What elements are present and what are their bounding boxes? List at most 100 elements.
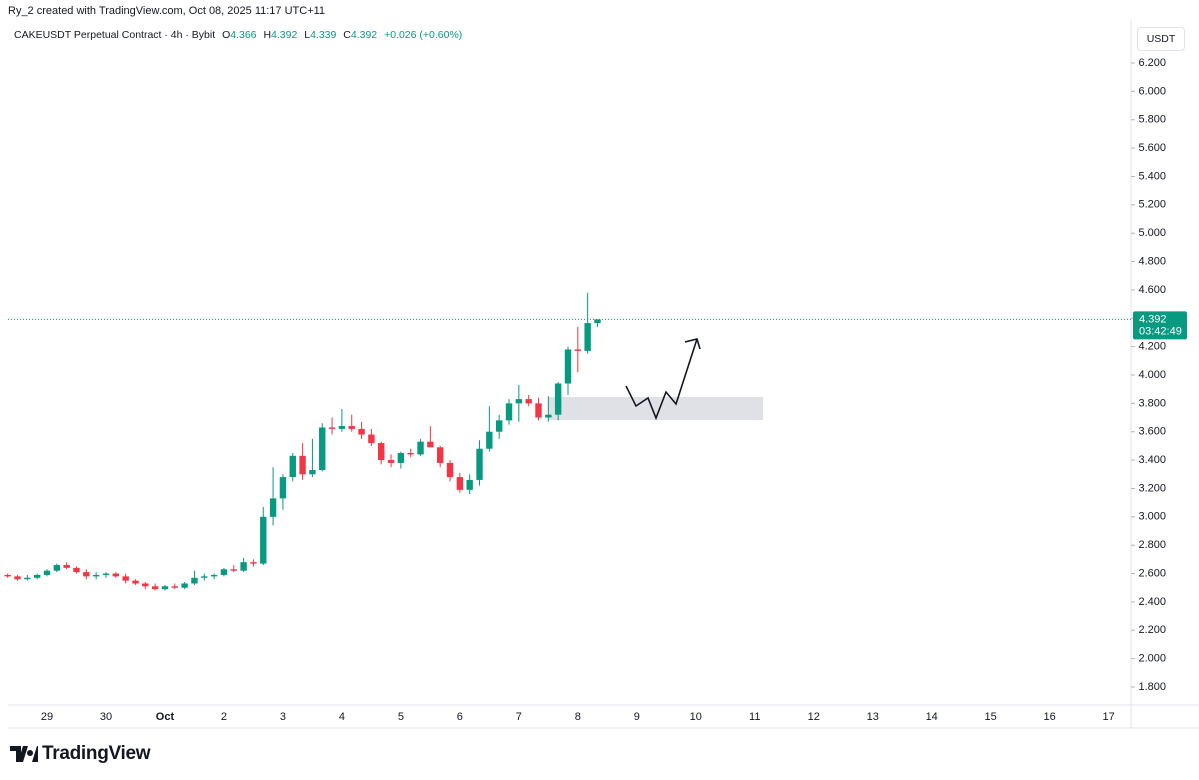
candle-body: [397, 452, 405, 463]
candle-body: [407, 452, 414, 455]
legend-key: L: [304, 29, 311, 41]
y-tick-label: 2.000: [1138, 653, 1166, 665]
candle-body: [260, 516, 267, 564]
candle-body: [368, 434, 375, 444]
x-tick-label: 13: [867, 711, 879, 723]
y-tick-label: 1.800: [1138, 681, 1166, 693]
legend-key: O: [222, 29, 231, 41]
candle-body: [446, 462, 454, 478]
symbol: CAKEUSDT Perpetual Contract · 4h · Bybit: [14, 29, 216, 41]
x-tick-label: 2: [221, 711, 227, 723]
candle-body: [299, 455, 306, 475]
y-tick-label: 4.000: [1138, 369, 1166, 381]
candle-body: [505, 403, 513, 421]
candle-body: [14, 576, 21, 580]
x-tick-label: 10: [690, 711, 702, 723]
x-tick-label: 4: [339, 711, 345, 723]
candle-body: [417, 441, 424, 455]
candle-body: [240, 562, 247, 571]
candle-body: [171, 586, 178, 588]
projection-path: [625, 338, 698, 421]
logo-icon: [10, 746, 38, 762]
legend-value: 4.392: [350, 29, 378, 41]
candle-body: [328, 427, 336, 429]
candle-body: [574, 349, 582, 351]
candle-body: [584, 323, 591, 351]
candle-body: [309, 470, 316, 475]
x-tick-label: 29: [41, 711, 53, 723]
logo: TradingView: [10, 743, 151, 765]
y-tick-label: 5.800: [1138, 114, 1166, 126]
candle-body: [73, 567, 80, 573]
price-label-bg: [1133, 311, 1187, 340]
x-tick-label: 5: [398, 711, 404, 723]
candle-body: [4, 574, 11, 577]
y-tick-label: 4.200: [1138, 341, 1166, 353]
candle-body: [535, 403, 542, 418]
legend-key: C: [343, 29, 351, 41]
x-tick-label: 14: [926, 711, 938, 723]
candle-body: [387, 460, 395, 463]
candle-body: [181, 583, 188, 588]
x-tick-label: 9: [634, 711, 640, 723]
legend-key: H: [263, 29, 272, 41]
countdown: 03:42:49: [1139, 325, 1182, 337]
y-tick-label: 2.200: [1138, 624, 1166, 636]
x-tick-label: 6: [457, 711, 463, 723]
candle-body: [338, 426, 346, 429]
price-label: 4.392: [1139, 313, 1167, 325]
x-tick-label: 30: [100, 711, 112, 723]
candle-body: [250, 562, 257, 564]
candle-body: [53, 565, 61, 571]
candle-body: [161, 586, 169, 590]
x-tick-label: 3: [280, 711, 286, 723]
y-tick-label: 3.600: [1138, 426, 1166, 438]
candle-body: [525, 399, 532, 404]
candle-body: [24, 577, 31, 580]
zone: [548, 397, 763, 420]
arrow-head: [684, 338, 701, 350]
candle-body: [220, 569, 228, 575]
candle-body: [122, 576, 129, 581]
candle-body: [466, 479, 473, 490]
candle-body: [594, 319, 601, 324]
legend-value: 4.366: [230, 29, 257, 41]
candle-body: [191, 577, 198, 584]
y-tick-label: 3.400: [1138, 454, 1166, 466]
candle-body: [476, 448, 483, 480]
candle-body: [554, 383, 562, 415]
candle-body: [63, 565, 70, 568]
currency-button[interactable]: USDT: [1137, 27, 1185, 51]
x-tick-label: 11: [749, 711, 760, 723]
candle-body: [269, 498, 277, 517]
logo-text: TradingView: [42, 743, 151, 764]
x-tick-label: 15: [985, 711, 997, 723]
candle-body: [230, 569, 237, 571]
x-tick-label: 12: [808, 711, 820, 723]
candle-body: [358, 428, 365, 435]
y-tick-label: 2.400: [1138, 596, 1166, 608]
candle-body: [545, 414, 552, 418]
legend-value: 4.392: [271, 29, 298, 41]
candle-body: [437, 447, 444, 463]
y-tick-label: 4.800: [1138, 255, 1166, 267]
x-tick-label: 17: [1103, 711, 1115, 723]
legend: CAKEUSDT Perpetual Contract · 4h · Bybit…: [14, 29, 462, 41]
candle-body: [43, 570, 51, 575]
candle-body: [151, 586, 159, 590]
x-tick-label: 16: [1044, 711, 1056, 723]
candle-body: [486, 431, 493, 449]
legend-change: +0.026 (+0.60%): [384, 29, 463, 41]
candle-body: [348, 426, 355, 429]
candle-body: [378, 443, 385, 461]
x-tick-label: 7: [516, 711, 522, 723]
candle-body: [319, 427, 326, 471]
candle-body: [83, 572, 90, 577]
y-tick-label: 5.200: [1138, 199, 1166, 211]
candle-body: [289, 455, 296, 478]
legend-value: 4.339: [310, 29, 337, 41]
y-tick-label: 2.600: [1138, 567, 1166, 579]
candle-body: [33, 574, 41, 578]
